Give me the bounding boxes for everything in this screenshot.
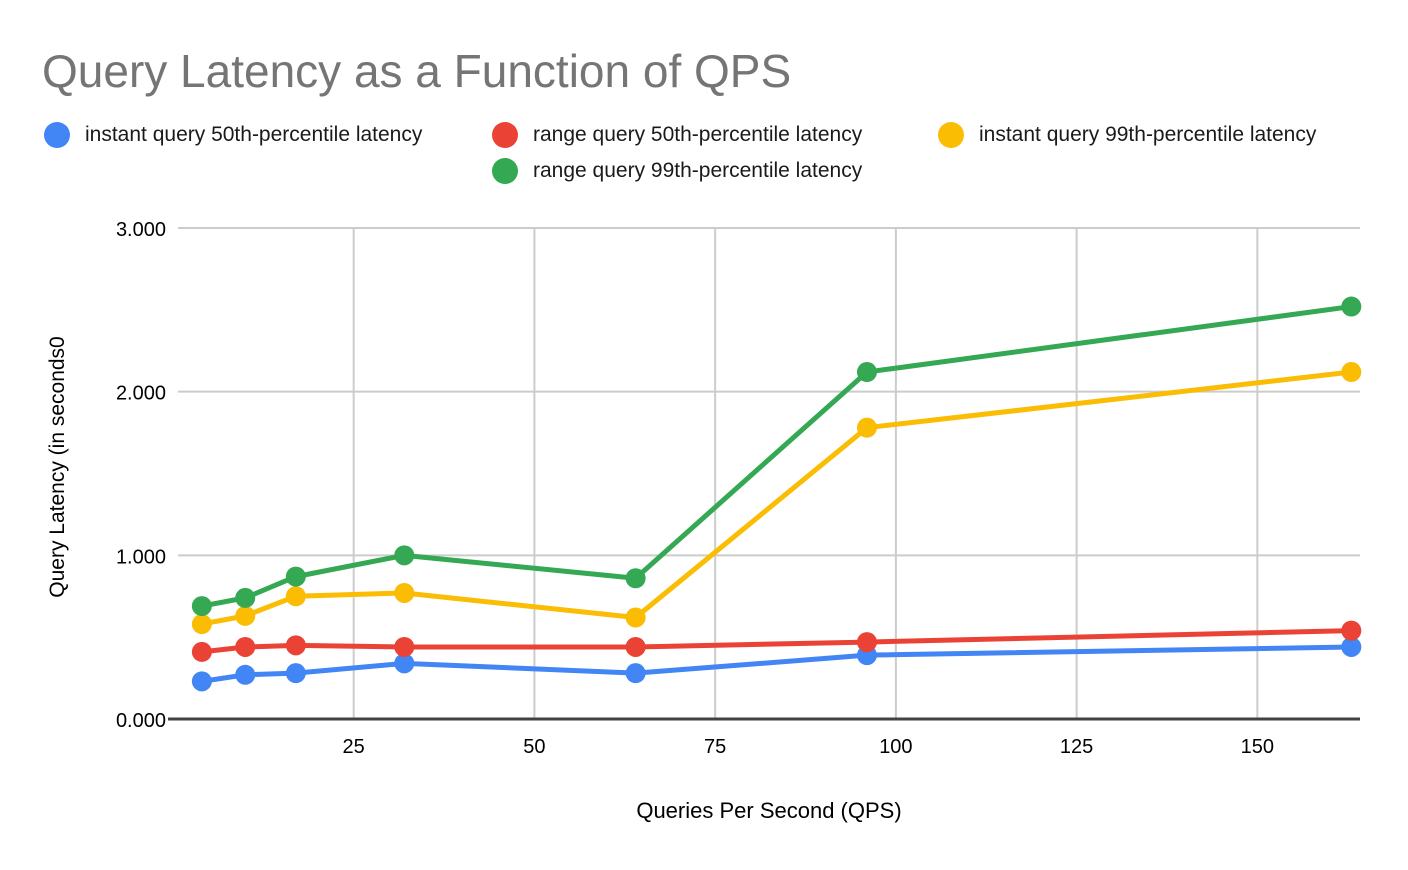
legend-dot-blue-icon	[44, 122, 70, 148]
data-point	[1341, 296, 1362, 317]
legend-label: range query 99th-percentile latency	[533, 159, 863, 182]
data-point	[394, 582, 415, 603]
data-point	[625, 568, 646, 589]
data-point	[285, 586, 306, 607]
data-point	[235, 605, 256, 626]
data-point	[285, 663, 306, 684]
data-point	[1341, 620, 1362, 641]
data-point	[235, 664, 256, 685]
x-tick-label: 25	[343, 736, 365, 758]
y-tick-label: 1.000	[116, 546, 166, 568]
data-point	[394, 653, 415, 674]
legend-item-instant-50th: instant query 50th-percentile latency	[44, 122, 422, 148]
data-point	[394, 545, 415, 566]
x-tick-label: 150	[1241, 736, 1274, 758]
data-point	[285, 566, 306, 587]
x-axis-title: Queries Per Second (QPS)	[636, 798, 902, 823]
legend-dot-yellow-icon	[938, 122, 964, 148]
data-point	[191, 596, 212, 617]
y-axis-title: Query Latency (in seconds0	[46, 336, 69, 598]
x-tick-label: 50	[523, 736, 545, 758]
data-point	[625, 663, 646, 684]
y-tick-label: 3.000	[116, 219, 166, 241]
data-point	[235, 636, 256, 657]
legend-label: range query 50th-percentile latency	[533, 123, 863, 146]
data-point	[856, 632, 877, 653]
chart-title: Query Latency as a Function of QPS	[42, 45, 792, 97]
y-tick-label: 0.000	[116, 710, 166, 732]
series-line	[199, 369, 1354, 627]
x-tick-label: 75	[704, 736, 726, 758]
data-point	[191, 641, 212, 662]
series-line	[199, 304, 1354, 609]
data-point	[285, 635, 306, 656]
legend-dot-green-icon	[492, 158, 518, 184]
data-point	[1341, 362, 1362, 383]
data-point	[625, 607, 646, 628]
legend-dot-red-icon	[492, 122, 518, 148]
series-line	[199, 644, 1354, 684]
y-tick-label: 2.000	[116, 383, 166, 405]
legend-item-instant-99th: instant query 99th-percentile latency	[938, 122, 1316, 148]
data-point	[235, 587, 256, 608]
data-point	[394, 636, 415, 657]
data-point	[856, 362, 877, 383]
data-point	[856, 417, 877, 438]
legend-label: instant query 50th-percentile latency	[85, 123, 423, 146]
legend-item-range-99th: range query 99th-percentile latency	[492, 158, 862, 184]
x-tick-label: 125	[1060, 736, 1093, 758]
data-point	[191, 614, 212, 635]
legend-item-range-50th: range query 50th-percentile latency	[492, 122, 862, 148]
data-point	[191, 671, 212, 692]
x-tick-label: 100	[879, 736, 912, 758]
data-point	[1341, 636, 1362, 657]
data-point	[625, 636, 646, 657]
legend-label: instant query 99th-percentile latency	[979, 123, 1317, 146]
